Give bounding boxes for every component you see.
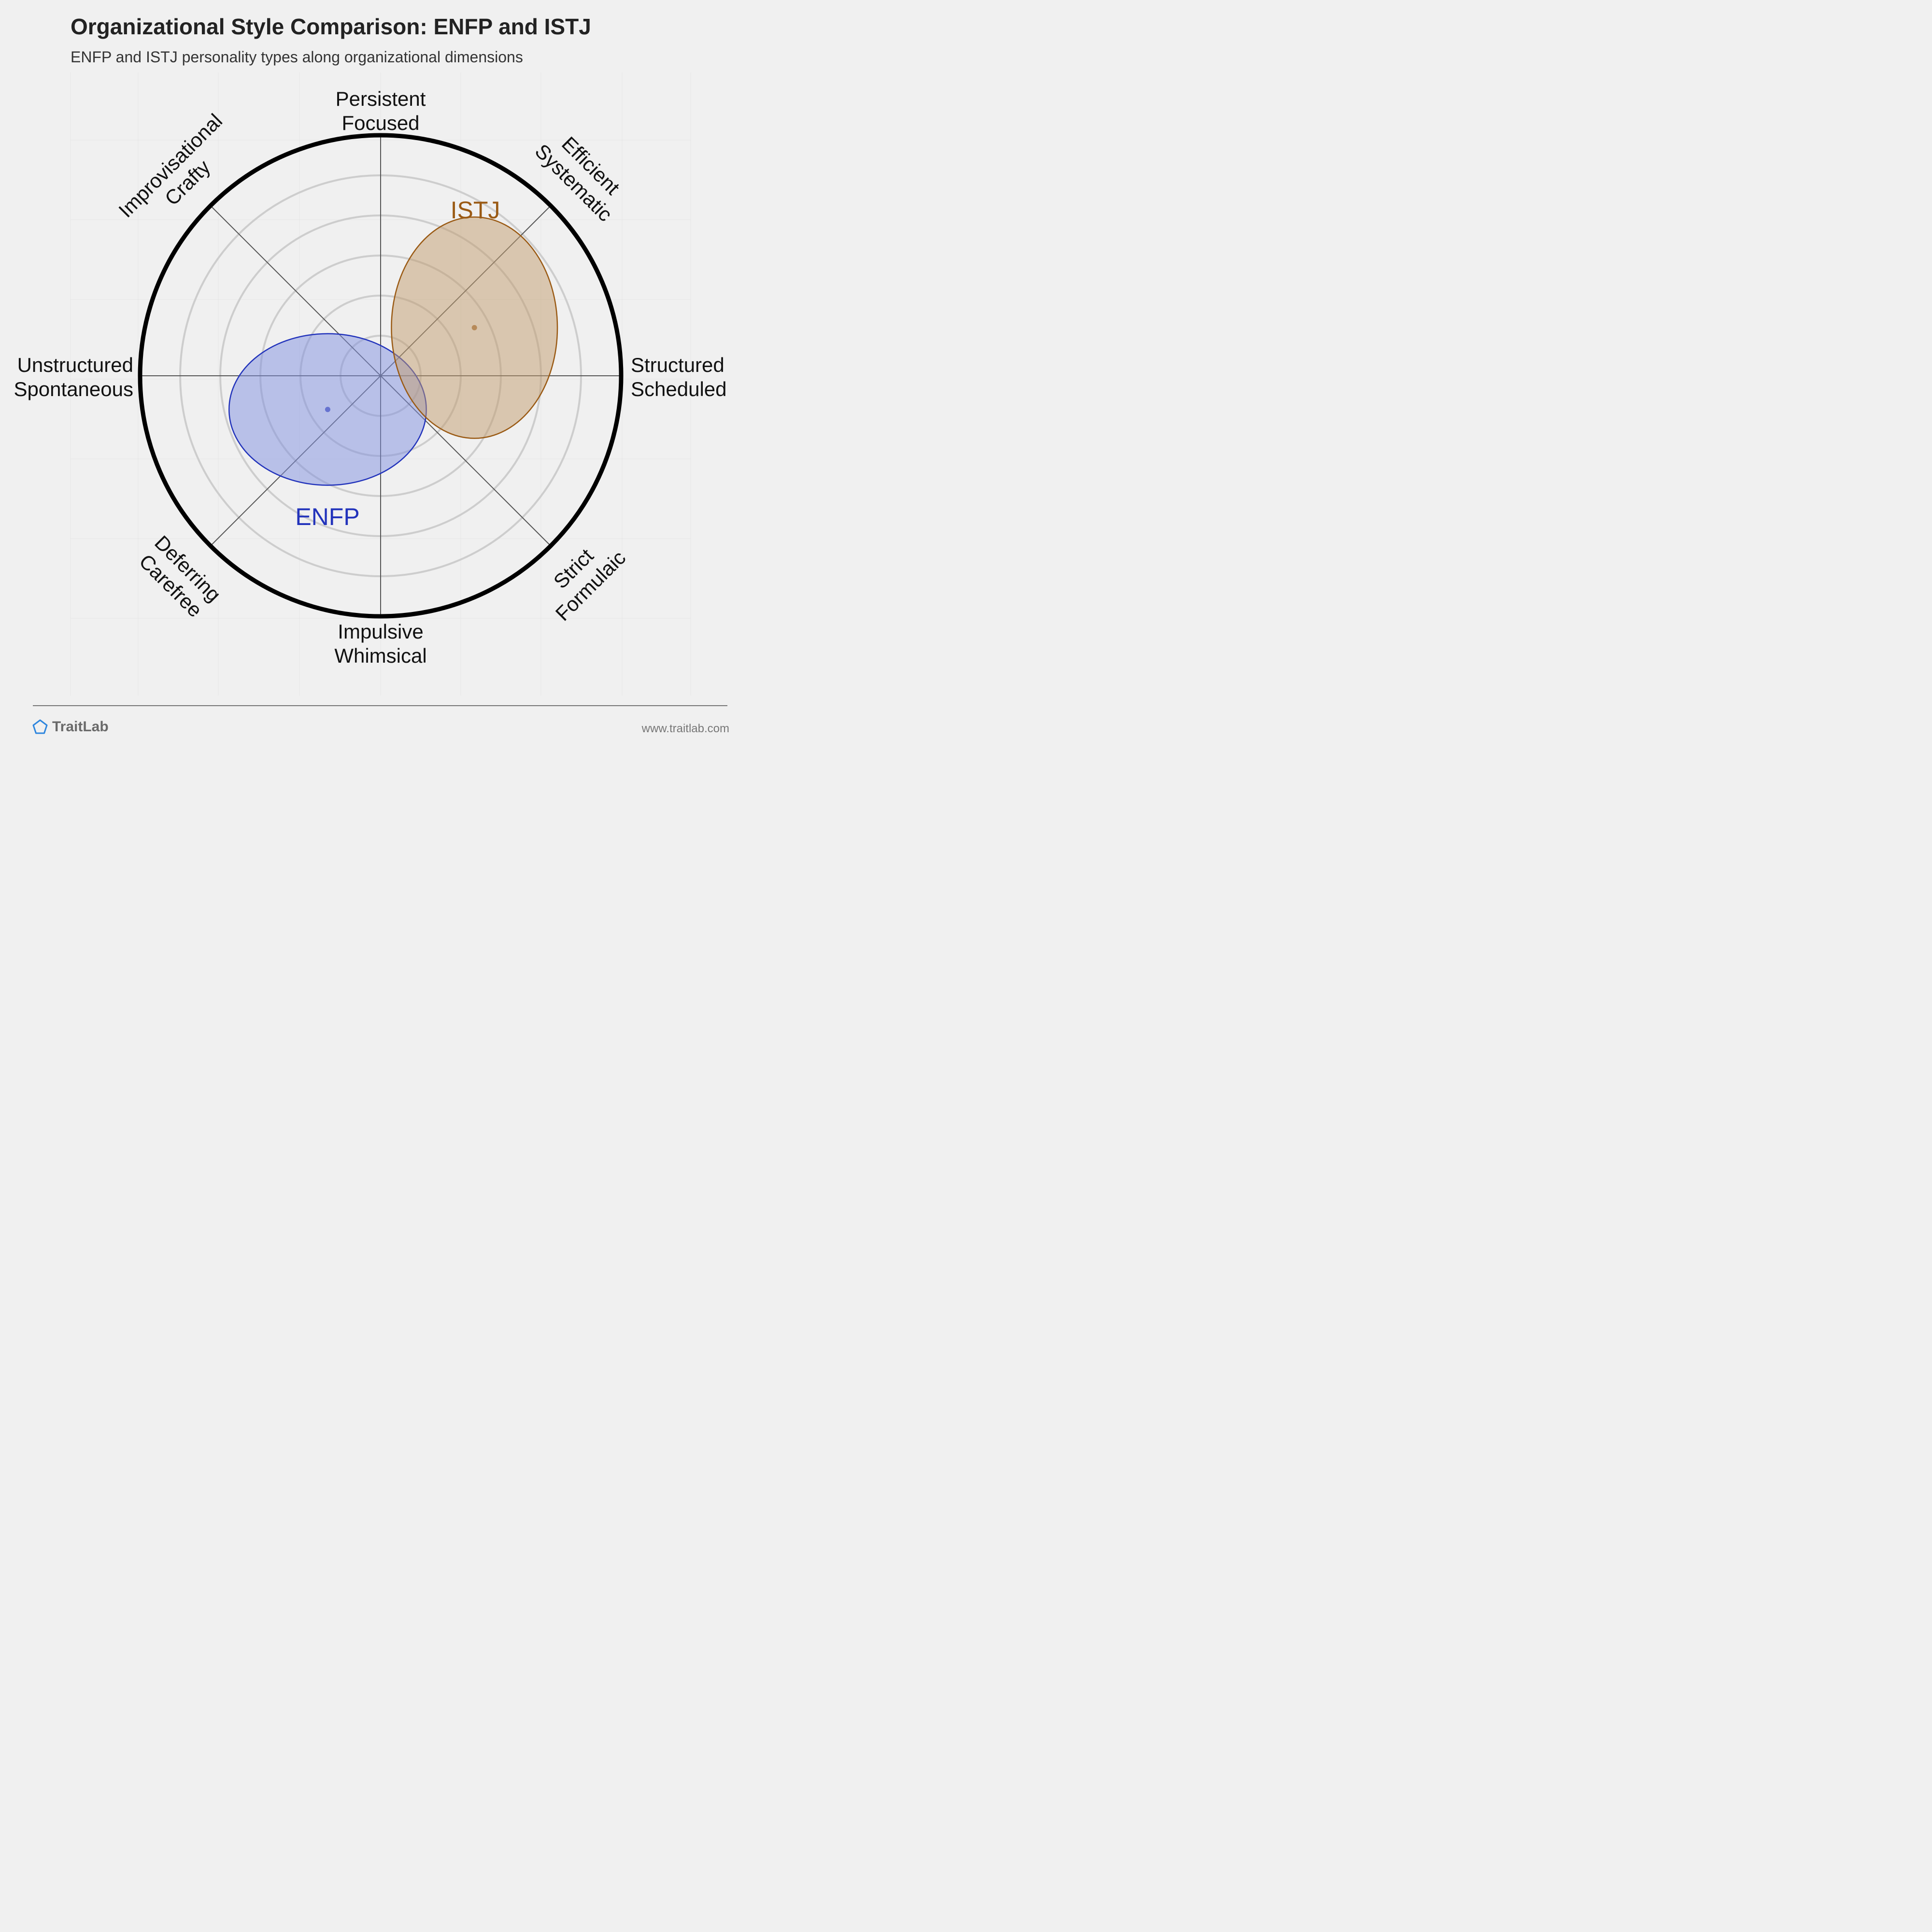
- polar-chart: ENFPISTJStructuredScheduledEfficientSyst…: [14, 72, 727, 696]
- axis-label-2-line-0: Persistent: [336, 87, 426, 110]
- footer-divider: [33, 705, 727, 706]
- axis-label-0-line-1: Scheduled: [631, 378, 727, 400]
- chart-title: Organizational Style Comparison: ENFP an…: [71, 14, 591, 39]
- axis-label-2-line-1: Focused: [341, 112, 419, 134]
- pentagon-icon: [32, 719, 48, 734]
- series-enfp-point: [325, 407, 330, 412]
- axis-label-6-line-0: Impulsive: [338, 620, 423, 643]
- chart-subtitle: ENFP and ISTJ personality types along or…: [71, 48, 523, 66]
- series-label-enfp: ENFP: [295, 503, 359, 530]
- axis-label-0-line-0: Structured: [631, 354, 724, 376]
- series-label-istj: ISTJ: [451, 197, 500, 224]
- outer-ring: [138, 133, 624, 619]
- series-istj-point: [471, 325, 477, 330]
- axis-label-4-line-0: Unstructured: [17, 354, 133, 376]
- brand[interactable]: TraitLab: [32, 719, 109, 735]
- axis-label-6-line-1: Whimsical: [334, 644, 426, 667]
- site-url[interactable]: www.traitlab.com: [641, 722, 729, 735]
- brand-name: TraitLab: [52, 719, 109, 735]
- axis-label-4-line-1: Spontaneous: [14, 378, 133, 400]
